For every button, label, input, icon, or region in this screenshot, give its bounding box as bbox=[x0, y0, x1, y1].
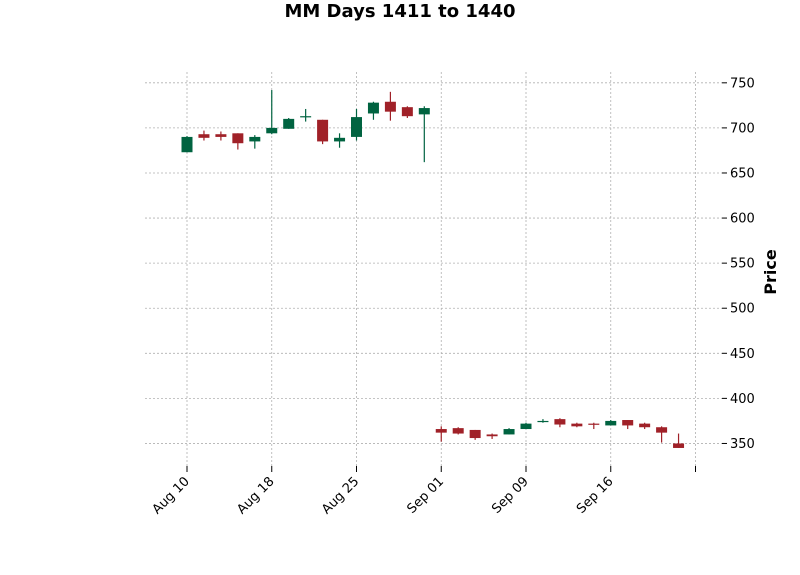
candle bbox=[215, 131, 227, 141]
x-tick-label: Aug 10 bbox=[150, 474, 193, 517]
candle bbox=[283, 117, 295, 129]
y-tick-label: 450 bbox=[730, 347, 755, 362]
candle bbox=[588, 422, 600, 430]
candle bbox=[334, 133, 346, 148]
candle bbox=[266, 90, 278, 135]
candle bbox=[249, 135, 261, 149]
candle-body bbox=[554, 419, 566, 425]
candle-body bbox=[520, 423, 532, 430]
candle bbox=[181, 136, 193, 153]
candle-body bbox=[639, 423, 651, 428]
candle-body bbox=[469, 429, 481, 439]
candle bbox=[537, 419, 549, 423]
candle bbox=[554, 418, 566, 428]
candle-body bbox=[317, 119, 329, 142]
candle bbox=[469, 429, 481, 440]
grid-layer bbox=[145, 72, 722, 466]
candle-body bbox=[503, 429, 515, 435]
candle bbox=[401, 106, 413, 118]
candle bbox=[351, 108, 362, 141]
candle-body bbox=[384, 101, 396, 112]
candle bbox=[232, 133, 244, 150]
y-tick-label: 350 bbox=[730, 437, 755, 452]
candle bbox=[503, 428, 515, 435]
candle bbox=[367, 101, 379, 120]
candle-body bbox=[300, 116, 312, 118]
candle bbox=[639, 422, 651, 430]
candle-body bbox=[334, 137, 346, 142]
candle-body bbox=[232, 133, 244, 144]
candle-body bbox=[215, 134, 227, 137]
x-tick-label: Sep 09 bbox=[489, 474, 532, 517]
candle bbox=[317, 119, 329, 145]
candle-body bbox=[418, 108, 430, 115]
x-tick-label: Sep 01 bbox=[405, 474, 448, 517]
x-tick-label: Sep 16 bbox=[574, 474, 617, 517]
candle-body bbox=[401, 107, 413, 117]
candle-layer bbox=[181, 90, 685, 448]
candle bbox=[520, 422, 532, 430]
candle-body bbox=[622, 420, 634, 426]
candle-body bbox=[181, 136, 193, 153]
candle-body bbox=[198, 134, 210, 138]
candle-body bbox=[486, 434, 498, 437]
candle-body bbox=[537, 420, 549, 423]
candle-body bbox=[656, 427, 668, 433]
candle-body bbox=[605, 420, 617, 426]
candle-body bbox=[435, 429, 447, 433]
candle bbox=[622, 420, 634, 430]
y-tick-label: 400 bbox=[730, 392, 755, 407]
candle-body bbox=[249, 136, 261, 142]
candle bbox=[656, 426, 668, 443]
candle-body bbox=[266, 127, 278, 134]
y-tick-label: 700 bbox=[730, 121, 755, 136]
candle bbox=[384, 91, 396, 121]
candle bbox=[673, 433, 685, 448]
y-axis-label: Price bbox=[761, 249, 780, 295]
candle bbox=[452, 427, 464, 435]
x-tick-label: Aug 25 bbox=[319, 474, 362, 517]
candle-body bbox=[367, 102, 379, 114]
y-tick-label: 650 bbox=[730, 166, 755, 181]
y-tick-label: 600 bbox=[730, 212, 755, 227]
candle-body bbox=[452, 428, 464, 434]
candle-body bbox=[673, 443, 685, 448]
candle bbox=[435, 426, 447, 442]
y-tick-label: 500 bbox=[730, 302, 755, 317]
y-tick-label: 750 bbox=[730, 76, 755, 91]
candle-body bbox=[571, 423, 583, 427]
chart-title: MM Days 1411 to 1440 bbox=[284, 1, 515, 22]
candle-body bbox=[588, 423, 600, 425]
candle-body bbox=[351, 117, 362, 137]
candle bbox=[571, 422, 583, 428]
y-tick-label: 550 bbox=[730, 257, 755, 272]
candle bbox=[300, 108, 312, 122]
candle bbox=[605, 420, 617, 426]
candle bbox=[418, 106, 430, 163]
candle bbox=[486, 433, 498, 439]
x-tick-label: Aug 18 bbox=[234, 474, 277, 517]
candle-body bbox=[283, 118, 295, 129]
candle bbox=[198, 130, 210, 141]
